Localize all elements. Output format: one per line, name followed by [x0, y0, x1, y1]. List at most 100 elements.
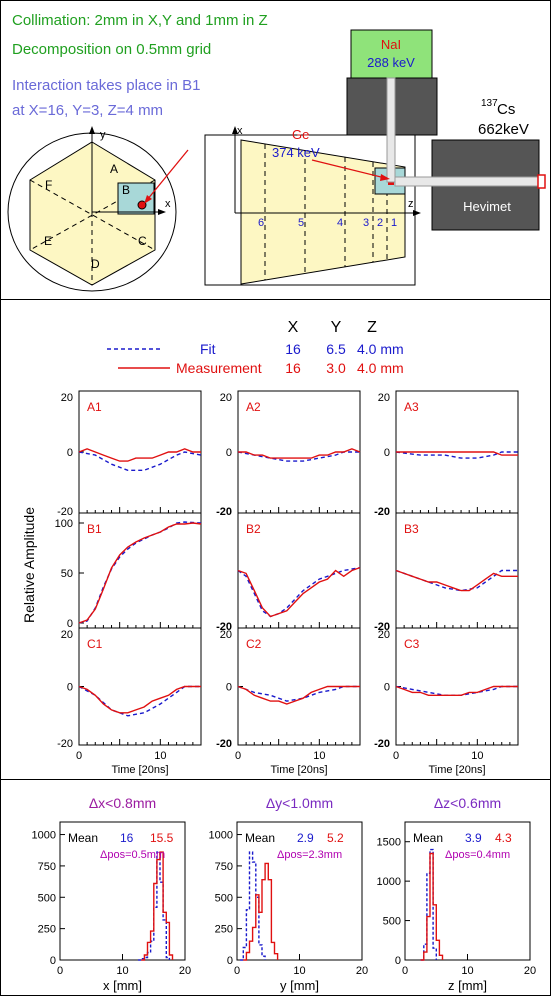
- hex-axis-y-label: y: [100, 129, 106, 141]
- y-tick-label: 20: [378, 392, 390, 404]
- fit-histogram: [240, 851, 266, 961]
- y-tick-label: -20: [57, 738, 73, 750]
- y-tick-label: 1000: [209, 830, 233, 842]
- y-tick-label: 0: [50, 955, 56, 967]
- segment-label-C: C: [138, 234, 147, 248]
- y-tick-label: -20: [216, 621, 232, 633]
- y-tick-label: 0: [67, 618, 73, 630]
- segment-label-D: D: [91, 257, 100, 271]
- measurement-series-line: [237, 685, 360, 705]
- histogram-frame: [404, 821, 531, 961]
- y-tick-label: 0: [67, 682, 73, 694]
- y-tick-label: 50: [61, 568, 73, 580]
- position-text: at X=16, Y=3, Z=4 mm: [12, 102, 163, 119]
- z-arrowhead-icon: [413, 210, 421, 216]
- y-tick-label: 0: [395, 955, 401, 967]
- histogram-x: Δx<0.8mm 1000 750 500 250 00 10 20 x [mm] Mean 16 1…: [32, 795, 192, 993]
- histogram-frame: [236, 821, 363, 961]
- y-tick-label: 0: [226, 682, 232, 694]
- fit-series-line: [78, 685, 201, 717]
- panel-label: A3: [404, 400, 419, 414]
- decomposition-text: Decomposition on 0.5mm grid: [12, 41, 211, 58]
- y-tick-label: 1000: [377, 876, 401, 888]
- y-tick-label: -20: [374, 506, 390, 518]
- x-tick-label: 0: [234, 965, 240, 977]
- nai-energy: 288 keV: [367, 55, 415, 70]
- x-axis-label: Time [20ns]: [428, 764, 485, 776]
- panel-frame: [78, 512, 202, 629]
- fit-series-line: [237, 685, 360, 702]
- y-tick-label: -20: [374, 621, 390, 633]
- mean-measurement-value: 15.5: [150, 831, 174, 845]
- slice-label-5: 5: [298, 217, 304, 229]
- measurement-histogram: [243, 862, 279, 961]
- x-tick-label: 0: [57, 965, 63, 977]
- x-tick-label: 10: [154, 750, 166, 762]
- measurement-series-line: [396, 451, 518, 456]
- ge-energy: 374 keV: [272, 145, 320, 160]
- y-tick-label: 20: [61, 392, 73, 404]
- fit-series-line: [395, 451, 518, 459]
- x-arrowhead-icon: [158, 209, 166, 215]
- crystal-side-view: [240, 139, 406, 285]
- measurement-histogram: [420, 852, 444, 961]
- x-tick-label: 20: [179, 965, 191, 977]
- slice-label-6: 6: [258, 217, 264, 229]
- mean-measurement-value: 5.2: [327, 831, 344, 845]
- hex-axis-x-label: x: [165, 198, 171, 210]
- y-tick-label: 100: [55, 518, 73, 530]
- interaction-point-marker: [137, 200, 147, 210]
- x-side-arrowhead-icon: [232, 126, 238, 134]
- pointer-arrow: [146, 149, 189, 201]
- delta-pos-label: Δpos=2.3mm: [277, 849, 342, 861]
- hevimet-label: Hevimet: [463, 199, 511, 214]
- y-tick-label: 250: [38, 924, 56, 936]
- x-axis-label: Time [20ns]: [270, 764, 327, 776]
- panel-label: B1: [87, 522, 102, 536]
- measurement-series-line: [78, 522, 202, 624]
- x-axis-label: y [mm]: [280, 978, 319, 993]
- y-tick-label: 0: [67, 447, 73, 459]
- legend-fit-y: 6.5: [326, 341, 346, 357]
- legend-col-z: Z: [367, 319, 377, 336]
- panel-frame: [395, 512, 519, 629]
- y-tick-label: 500: [383, 916, 401, 928]
- segment-label-A: A: [110, 162, 118, 176]
- histogram-title: Δy<1.0mm: [266, 795, 333, 811]
- histogram-title: Δz<0.6mm: [434, 795, 501, 811]
- mean-label: Mean: [245, 831, 275, 845]
- measurement-histogram: [141, 851, 174, 961]
- nai-detector: [350, 29, 433, 79]
- pointer-arrowhead-icon: [144, 195, 152, 204]
- measurement-series-line: [78, 685, 201, 714]
- y-tick-label: 20: [220, 392, 232, 404]
- y-tick-label: 750: [215, 861, 233, 873]
- mean-fit-value: 2.9: [297, 831, 314, 845]
- panel-a3: 20 0 -20 A3: [374, 390, 519, 518]
- legend-col-x: X: [288, 319, 299, 336]
- slice-label-3: 3: [363, 217, 369, 229]
- nai-collimator-slit: [386, 77, 396, 183]
- histogram-frame: [59, 821, 186, 961]
- x-tick-label: 0: [235, 750, 241, 762]
- segment-divider: [29, 179, 156, 251]
- x-tick-label: 10: [116, 965, 128, 977]
- legend-meas-x: 16: [285, 360, 301, 376]
- slice-label-4: 4: [337, 217, 343, 229]
- legend: X Y Z Fit 16 6.5 4.0 mm Measurement 16 3…: [107, 319, 404, 376]
- panel-frame: [237, 512, 361, 629]
- source-collimator-slit: [394, 176, 541, 187]
- mean-label: Mean: [68, 831, 98, 845]
- segment-label-F: F: [45, 178, 52, 192]
- cs-energy: 662keV: [478, 121, 529, 138]
- mean-measurement-value: 4.3: [495, 831, 512, 845]
- pulse-shape-grid: 200-20A1200-20A2200-20A3100500B1-20B2-20…: [55, 390, 519, 776]
- panel-a1: 20 0 -20 A1: [57, 390, 202, 518]
- delta-pos-label: Δpos=0.4mm: [445, 849, 510, 861]
- segment-label-E: E: [44, 234, 52, 248]
- y-tick-label: 750: [38, 861, 56, 873]
- y-tick-label: -20: [57, 506, 73, 518]
- legend-meas-z: 4.0 mm: [357, 360, 404, 376]
